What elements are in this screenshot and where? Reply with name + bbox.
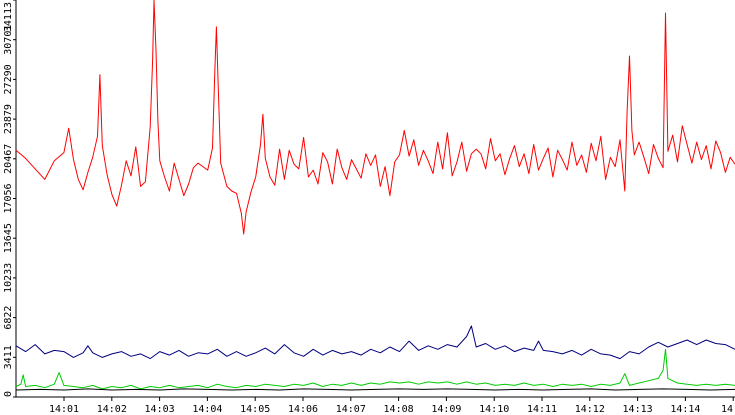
x-axis: 14:01 14:02 14:03 14:04 14:05 14:06 14:07 14:08… xyxy=(16,396,735,415)
x-tick-label: 14:06 xyxy=(288,404,318,415)
x-tick-label: 14:14 xyxy=(670,404,700,415)
x-tick-label: 14:13 xyxy=(623,404,653,415)
x-tick-label: 14 xyxy=(721,404,733,415)
series-line-1 xyxy=(15,325,735,360)
y-tick-label: 30701 xyxy=(3,25,14,55)
x-tick-label: 14:05 xyxy=(240,404,270,415)
x-tick-label: 14:01 xyxy=(49,404,79,415)
x-tick-label: 14:02 xyxy=(97,404,127,415)
x-tick-label: 14:04 xyxy=(192,404,222,415)
series-line-3 xyxy=(15,388,735,391)
y-tick-label: 6822 xyxy=(3,306,14,330)
y-tick-label: 27290 xyxy=(3,64,14,94)
x-tick-label: 14:07 xyxy=(336,404,366,415)
x-tick-label: 14:12 xyxy=(575,404,605,415)
series-line-0 xyxy=(15,0,735,235)
y-tick-label: 10233 xyxy=(3,263,14,293)
y-tick-label: 13645 xyxy=(3,223,14,253)
series-group xyxy=(15,0,735,391)
y-tick-label: 34113 xyxy=(3,2,14,32)
series-line-2 xyxy=(15,348,735,390)
y-tick-label: 0 xyxy=(3,391,14,397)
y-tick-label: 17056 xyxy=(3,183,14,213)
y-tick-label: 23879 xyxy=(3,104,14,134)
y-axis: 0 3411 6822 10233 13645 17056 20467 23879 27290 3… xyxy=(3,0,17,398)
x-tick-label: 14:11 xyxy=(527,404,557,415)
x-tick-label: 14:09 xyxy=(431,404,461,415)
x-tick-label: 14:10 xyxy=(479,404,509,415)
x-tick-label: 14:08 xyxy=(384,404,414,415)
x-tick-label: 14:03 xyxy=(145,404,175,415)
y-tick-label: 20467 xyxy=(3,144,14,174)
y-tick-label: 3411 xyxy=(3,345,14,369)
